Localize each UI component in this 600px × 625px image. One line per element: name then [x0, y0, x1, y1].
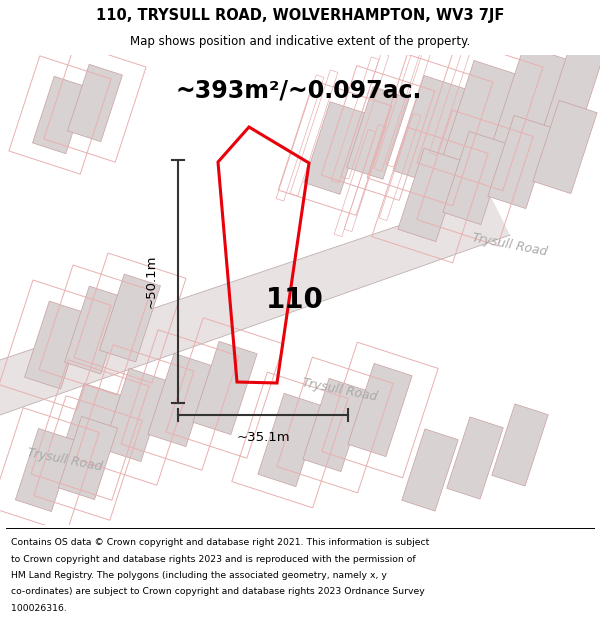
Polygon shape — [100, 274, 160, 362]
Polygon shape — [25, 301, 85, 389]
Polygon shape — [58, 383, 122, 477]
Text: Trysull Road: Trysull Road — [301, 376, 379, 404]
Text: HM Land Registry. The polygons (including the associated geometry, namely x, y: HM Land Registry. The polygons (includin… — [11, 571, 386, 580]
Polygon shape — [402, 429, 458, 511]
Polygon shape — [533, 101, 597, 194]
Text: Map shows position and indicative extent of the property.: Map shows position and indicative extent… — [130, 35, 470, 48]
Polygon shape — [0, 195, 510, 415]
Polygon shape — [65, 286, 125, 374]
Polygon shape — [443, 131, 507, 224]
Polygon shape — [493, 46, 567, 154]
Text: ~50.1m: ~50.1m — [145, 255, 158, 308]
Polygon shape — [193, 341, 257, 434]
Polygon shape — [443, 61, 517, 169]
Polygon shape — [16, 429, 74, 511]
Polygon shape — [32, 76, 88, 154]
Text: 110: 110 — [266, 286, 324, 314]
Text: Trysull Road: Trysull Road — [472, 231, 548, 259]
Polygon shape — [304, 102, 366, 194]
Text: 110, TRYSULL ROAD, WOLVERHAMPTON, WV3 7JF: 110, TRYSULL ROAD, WOLVERHAMPTON, WV3 7J… — [96, 8, 504, 23]
Polygon shape — [398, 148, 462, 242]
Polygon shape — [488, 116, 552, 209]
Polygon shape — [68, 64, 122, 142]
Polygon shape — [348, 363, 412, 457]
Text: ~35.1m: ~35.1m — [236, 431, 290, 444]
Polygon shape — [148, 353, 212, 447]
Text: Trysull Road: Trysull Road — [26, 446, 104, 474]
Polygon shape — [258, 393, 322, 487]
Polygon shape — [58, 416, 118, 499]
Polygon shape — [492, 404, 548, 486]
Polygon shape — [303, 378, 367, 472]
Polygon shape — [103, 368, 167, 462]
Polygon shape — [543, 34, 600, 140]
Polygon shape — [447, 417, 503, 499]
Polygon shape — [347, 87, 409, 179]
Text: to Crown copyright and database rights 2023 and is reproduced with the permissio: to Crown copyright and database rights 2… — [11, 554, 415, 564]
Text: 100026316.: 100026316. — [11, 604, 67, 613]
Text: ~393m²/~0.097ac.: ~393m²/~0.097ac. — [175, 78, 421, 102]
Text: co-ordinates) are subject to Crown copyright and database rights 2023 Ordnance S: co-ordinates) are subject to Crown copyr… — [11, 588, 425, 596]
Text: Contains OS data © Crown copyright and database right 2021. This information is : Contains OS data © Crown copyright and d… — [11, 538, 429, 547]
Polygon shape — [393, 76, 467, 184]
